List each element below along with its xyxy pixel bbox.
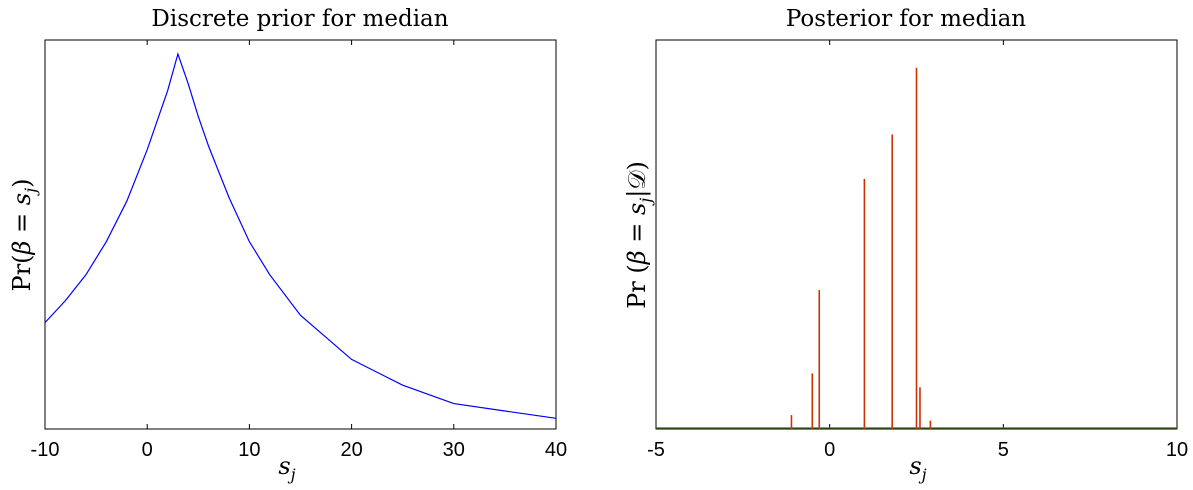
prior-title: Discrete prior for median <box>151 6 448 32</box>
prior-chart: Discrete prior for median -10 0 10 20 30 40 s… <box>8 6 567 484</box>
x-tick-label: -10 <box>31 439 60 461</box>
x-tick-label: 20 <box>340 439 362 461</box>
posterior-x-axis-label: sj <box>909 452 926 484</box>
prior-x-ticks: -10 0 10 20 30 40 <box>31 40 567 461</box>
posterior-chart: Posterior for median -5 0 5 10 sj Pr (β = s… <box>623 6 1188 484</box>
x-tick-label: 10 <box>1166 439 1188 461</box>
prior-axes-box <box>44 39 557 430</box>
posterior-bars <box>656 67 1177 429</box>
x-tick-label: 0 <box>824 439 835 461</box>
prior-curve <box>44 51 557 419</box>
x-tick-label: 0 <box>142 439 153 461</box>
posterior-x-ticks: -5 0 5 10 <box>647 40 1188 461</box>
prior-y-axis-label: Pr(β = sj) <box>8 179 40 292</box>
prior-x-axis-label: sj <box>278 452 295 484</box>
x-tick-label: 30 <box>443 439 465 461</box>
x-tick-label: 40 <box>545 439 567 461</box>
x-tick-label: 10 <box>238 439 260 461</box>
x-tick-label: 5 <box>998 439 1009 461</box>
posterior-title: Posterior for median <box>786 6 1026 32</box>
posterior-y-axis-label: Pr (β = sj|𝒟) <box>623 161 655 309</box>
x-tick-label: -5 <box>647 439 665 461</box>
